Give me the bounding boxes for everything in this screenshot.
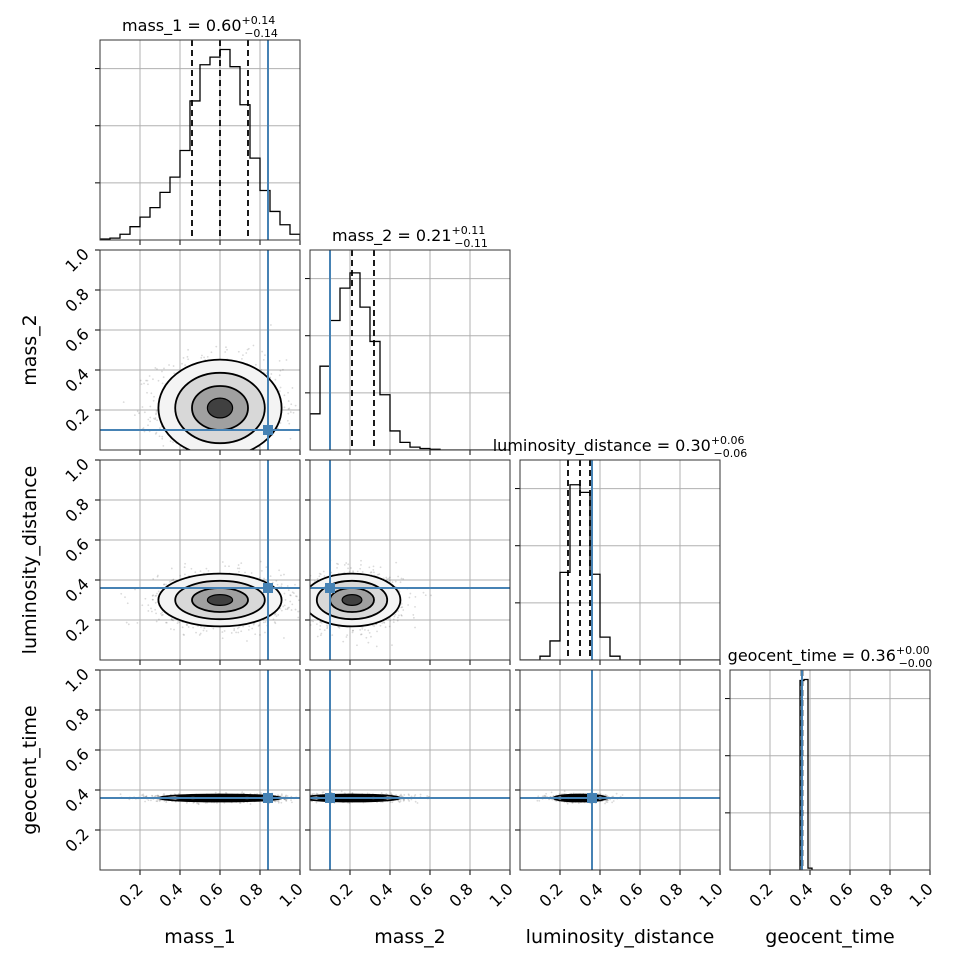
truth-marker bbox=[587, 793, 597, 803]
xtick-label: 0.4 bbox=[365, 879, 396, 910]
panel-geocent_time-vs-mass_1: 0.2 0.4 0.6 0.8 1.0 geocent_time 0.2 0.4 0.6 0.8 1… bbox=[19, 664, 307, 948]
contour-mass_2-vs-mass_1-3 bbox=[206, 397, 234, 419]
histogram-geocent_time bbox=[799, 678, 813, 870]
ytick-label: 1.0 bbox=[61, 664, 92, 695]
panel-mass_2-vs-mass_1: 0.2 0.4 0.6 0.8 1.0 mass_2 bbox=[19, 244, 301, 455]
truth-marker bbox=[263, 793, 273, 803]
ylabel-geocent_time: geocent_time bbox=[19, 705, 41, 834]
panel-frame bbox=[99, 459, 301, 661]
xlabel-luminosity_distance: luminosity_distance bbox=[526, 926, 715, 948]
ytick-label: 0.2 bbox=[61, 404, 92, 435]
histogram-luminosity_distance bbox=[520, 484, 720, 660]
xtick-label: 0.6 bbox=[825, 879, 856, 910]
xtick-label: 1.0 bbox=[485, 879, 516, 910]
panel-mass_2-vs-mass_2: mass_2 = 0.21+0.11 −0.11 bbox=[305, 224, 511, 455]
ytick-label: 0.6 bbox=[61, 744, 92, 775]
panel-title-luminosity_distance: luminosity_distance = 0.30+0.06 −0.06 bbox=[493, 434, 748, 460]
xtick-label: 0.8 bbox=[235, 879, 266, 910]
panel-frame bbox=[309, 669, 511, 871]
truth-marker bbox=[325, 583, 335, 593]
panel-title-mass_1: mass_1 = 0.60+0.14 −0.14 bbox=[122, 14, 278, 40]
ytick-label: 0.6 bbox=[61, 534, 92, 565]
xtick-label: 1.0 bbox=[695, 879, 726, 910]
ytick-label: 1.0 bbox=[61, 244, 92, 275]
xtick-label: 0.4 bbox=[575, 879, 606, 910]
truth-marker bbox=[263, 425, 273, 435]
xtick-label: 1.0 bbox=[275, 879, 306, 910]
ytick-label: 0.4 bbox=[61, 784, 92, 815]
xlabel-mass_1: mass_1 bbox=[164, 926, 236, 948]
ytick-label: 0.8 bbox=[61, 284, 92, 315]
ytick-label: 0.8 bbox=[61, 704, 92, 735]
panel-luminosity_distance-vs-luminosity_distance: luminosity_distance = 0.30+0.06 −0.06 bbox=[493, 434, 748, 665]
truth-marker bbox=[325, 793, 335, 803]
ylabel-mass_2: mass_2 bbox=[19, 314, 41, 386]
xtick-label: 0.4 bbox=[155, 879, 186, 910]
xtick-label: 0.2 bbox=[325, 879, 356, 910]
ytick-label: 0.2 bbox=[61, 614, 92, 645]
panel-frame bbox=[729, 669, 931, 871]
ytick-label: 0.4 bbox=[61, 574, 92, 605]
panel-frame bbox=[309, 249, 511, 451]
truth-marker bbox=[263, 583, 273, 593]
ytick-label: 1.0 bbox=[61, 454, 92, 485]
ytick-label: 0.8 bbox=[61, 494, 92, 525]
contour-luminosity_distance-vs-mass_2-3 bbox=[341, 593, 363, 606]
xtick-label: 0.8 bbox=[865, 879, 896, 910]
panel-title-mass_2: mass_2 = 0.21+0.11 −0.11 bbox=[332, 224, 488, 250]
xtick-label: 0.6 bbox=[195, 879, 226, 910]
xtick-label: 1.0 bbox=[905, 879, 936, 910]
xtick-label: 0.6 bbox=[405, 879, 436, 910]
panel-geocent_time-vs-geocent_time: geocent_time = 0.36+0.00 −0.00 0.2 0.4 0.6 0.… bbox=[725, 644, 937, 948]
xlabel-geocent_time: geocent_time bbox=[765, 926, 894, 948]
histogram-mass_2 bbox=[310, 272, 510, 450]
panel-luminosity_distance-vs-mass_1: 0.2 0.4 0.6 0.8 1.0 luminosity_distance bbox=[19, 454, 301, 665]
panel-frame bbox=[99, 249, 301, 451]
panel-title-geocent_time: geocent_time = 0.36+0.00 −0.00 bbox=[728, 644, 933, 670]
xtick-label: 0.2 bbox=[115, 879, 146, 910]
panel-frame bbox=[99, 669, 301, 871]
ytick-label: 0.2 bbox=[61, 824, 92, 855]
xtick-label: 0.2 bbox=[535, 879, 566, 910]
contour-luminosity_distance-vs-mass_1-3 bbox=[206, 593, 234, 606]
ylabel-luminosity_distance: luminosity_distance bbox=[19, 466, 41, 655]
xtick-label: 0.8 bbox=[655, 879, 686, 910]
panel-mass_1-vs-mass_1: mass_1 = 0.60+0.14 −0.14 bbox=[95, 14, 301, 245]
panel-frame bbox=[99, 39, 301, 241]
panel-frame bbox=[519, 459, 721, 661]
panel-frame bbox=[519, 669, 721, 871]
panel-luminosity_distance-vs-mass_2 bbox=[305, 459, 511, 665]
xlabel-mass_2: mass_2 bbox=[374, 926, 446, 948]
panel-geocent_time-vs-luminosity_distance: 0.2 0.4 0.6 0.8 1.0 luminosity_distance bbox=[515, 669, 727, 948]
panel-frame bbox=[309, 459, 511, 661]
ytick-label: 0.6 bbox=[61, 324, 92, 355]
xtick-label: 0.6 bbox=[615, 879, 646, 910]
xtick-label: 0.2 bbox=[745, 879, 776, 910]
xtick-label: 0.4 bbox=[785, 879, 816, 910]
xtick-label: 0.8 bbox=[445, 879, 476, 910]
ytick-label: 0.4 bbox=[61, 364, 92, 395]
panel-geocent_time-vs-mass_2: 0.2 0.4 0.6 0.8 1.0 mass_2 bbox=[305, 669, 517, 948]
histogram-mass_1 bbox=[100, 48, 300, 240]
